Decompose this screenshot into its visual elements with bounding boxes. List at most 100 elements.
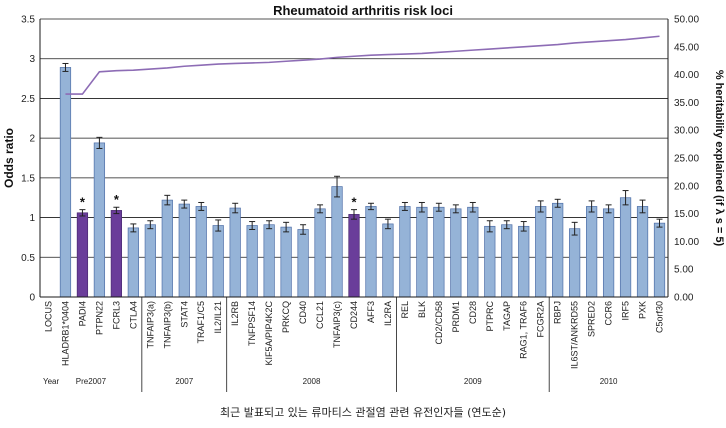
- bar: [501, 224, 513, 298]
- heritability-line: [65, 35, 660, 95]
- bar: [450, 208, 462, 298]
- category-label: CTLA4: [128, 301, 138, 329]
- y-tick-label: 3: [29, 54, 35, 65]
- bar: [552, 202, 564, 298]
- axes: 0 0.5 1 1.5 2 2.5 3 3.5 0.00 5.00 10.00 15.00 20.00 2…: [2, 15, 725, 392]
- bar: [178, 203, 190, 298]
- bar: [93, 142, 106, 298]
- y-tick-label: 3.5: [21, 15, 35, 26]
- bar: [399, 206, 411, 298]
- year-group-label: 2007: [175, 377, 193, 386]
- bar: [586, 206, 598, 298]
- y2-tick-label: 20.00: [674, 181, 699, 192]
- category-label: FCGR2A: [536, 301, 546, 338]
- category-label: SPRED2: [587, 301, 597, 337]
- bar: [59, 67, 72, 298]
- bar: [195, 206, 207, 298]
- category-label: IL6ST/ANKRD55: [570, 301, 580, 369]
- y-tick-label: 1.5: [21, 173, 35, 184]
- highlight-asterisk: *: [351, 195, 357, 210]
- y2-tick-label: 5.00: [674, 265, 694, 276]
- bar: [433, 206, 445, 298]
- year-group-label: Pre2007: [76, 377, 107, 386]
- category-label: RAG1, TRAF6: [519, 301, 529, 359]
- bar: [212, 225, 224, 298]
- y2-tick-label: 45.00: [674, 42, 699, 53]
- y-tick-label: 2: [29, 134, 35, 145]
- bar: [416, 206, 428, 298]
- y2-tick-label: 40.00: [674, 70, 699, 81]
- y-tick-label: 1: [29, 213, 35, 224]
- year-row-label: Year: [43, 377, 60, 386]
- bar: [76, 212, 89, 298]
- category-label: FCRL3: [111, 301, 121, 330]
- category-label: HLADRB1*0404: [60, 301, 70, 366]
- category-label: IL2RB: [230, 301, 240, 326]
- chart-title: Rheumatoid arthritis risk loci: [273, 3, 453, 18]
- bar: [348, 214, 360, 298]
- heritability-line-group: [65, 35, 660, 95]
- bar: [280, 226, 292, 298]
- y2-tick-label: 30.00: [674, 126, 699, 137]
- bar: [619, 197, 632, 298]
- category-label: KIF5A/PIP4K2C: [264, 301, 274, 366]
- y2-tick-label: 50.00: [674, 15, 699, 26]
- bar: [484, 225, 496, 298]
- bar: [144, 224, 156, 298]
- bar: [314, 208, 326, 298]
- category-label: TNFPSF14: [247, 301, 257, 346]
- bar: [263, 224, 275, 298]
- category-label: IL2RA: [383, 301, 393, 326]
- bar: [110, 210, 122, 298]
- category-label: REL: [400, 301, 410, 319]
- y2-tick-label: 25.00: [674, 154, 699, 165]
- category-label: TNFAIP3(c): [332, 301, 342, 348]
- y2-tick-label: 15.00: [674, 209, 699, 220]
- bar: [467, 206, 479, 298]
- y-axis-title: Odds ratio: [2, 128, 16, 188]
- category-label: PRDM1: [451, 301, 461, 333]
- bar: [161, 199, 173, 298]
- category-label: CD40: [298, 301, 308, 324]
- category-label: IRF5: [621, 301, 631, 321]
- bar: [127, 227, 139, 298]
- year-group-label: 2010: [600, 377, 618, 386]
- category-label: LOCUS: [43, 301, 53, 332]
- category-label: PXK: [638, 301, 648, 319]
- y2-tick-label: 0.00: [674, 293, 694, 304]
- category-label: IL2/IL21: [213, 301, 223, 334]
- y-tick-label: 0.5: [21, 253, 35, 264]
- y2-tick-label: 35.00: [674, 98, 699, 109]
- category-label: CCR6: [604, 301, 614, 326]
- bar: [246, 225, 258, 298]
- category-label: CD244: [349, 301, 359, 329]
- year-group-label: 2009: [464, 377, 482, 386]
- category-label: CD28: [468, 301, 478, 324]
- category-label: PADI4: [77, 301, 87, 326]
- category-label: TNFAIP3(a): [145, 301, 155, 349]
- bar: [653, 222, 666, 298]
- category-label: PRKCQ: [281, 301, 291, 333]
- labels: * * * LOCUS HLADRB1*0404 PADI4 PTPN22 FCRL3 CTLA…: [43, 192, 665, 386]
- category-label: PTPN22: [94, 301, 104, 335]
- highlight-asterisk: *: [114, 192, 120, 207]
- bar: [229, 207, 241, 298]
- category-label: TAGAP: [502, 301, 512, 331]
- category-label: C5orf30: [655, 301, 665, 333]
- bar: [297, 229, 309, 298]
- bar: [382, 223, 394, 298]
- y-tick-label: 2.5: [21, 94, 35, 105]
- bar: [365, 206, 377, 298]
- category-label: BLK: [417, 301, 427, 318]
- category-label: RBPJ: [553, 301, 563, 324]
- y-tick-label: 0: [29, 293, 35, 304]
- category-label: CD2/CD58: [434, 301, 444, 345]
- figure-caption: 최근 발표되고 있는 류마티스 관절염 관련 유전인자들 (연도순): [219, 406, 507, 419]
- bar: [602, 208, 615, 298]
- year-group-label: 2008: [303, 377, 321, 386]
- bar: [535, 206, 547, 298]
- category-label: STAT4: [179, 301, 189, 328]
- bar: [331, 186, 343, 298]
